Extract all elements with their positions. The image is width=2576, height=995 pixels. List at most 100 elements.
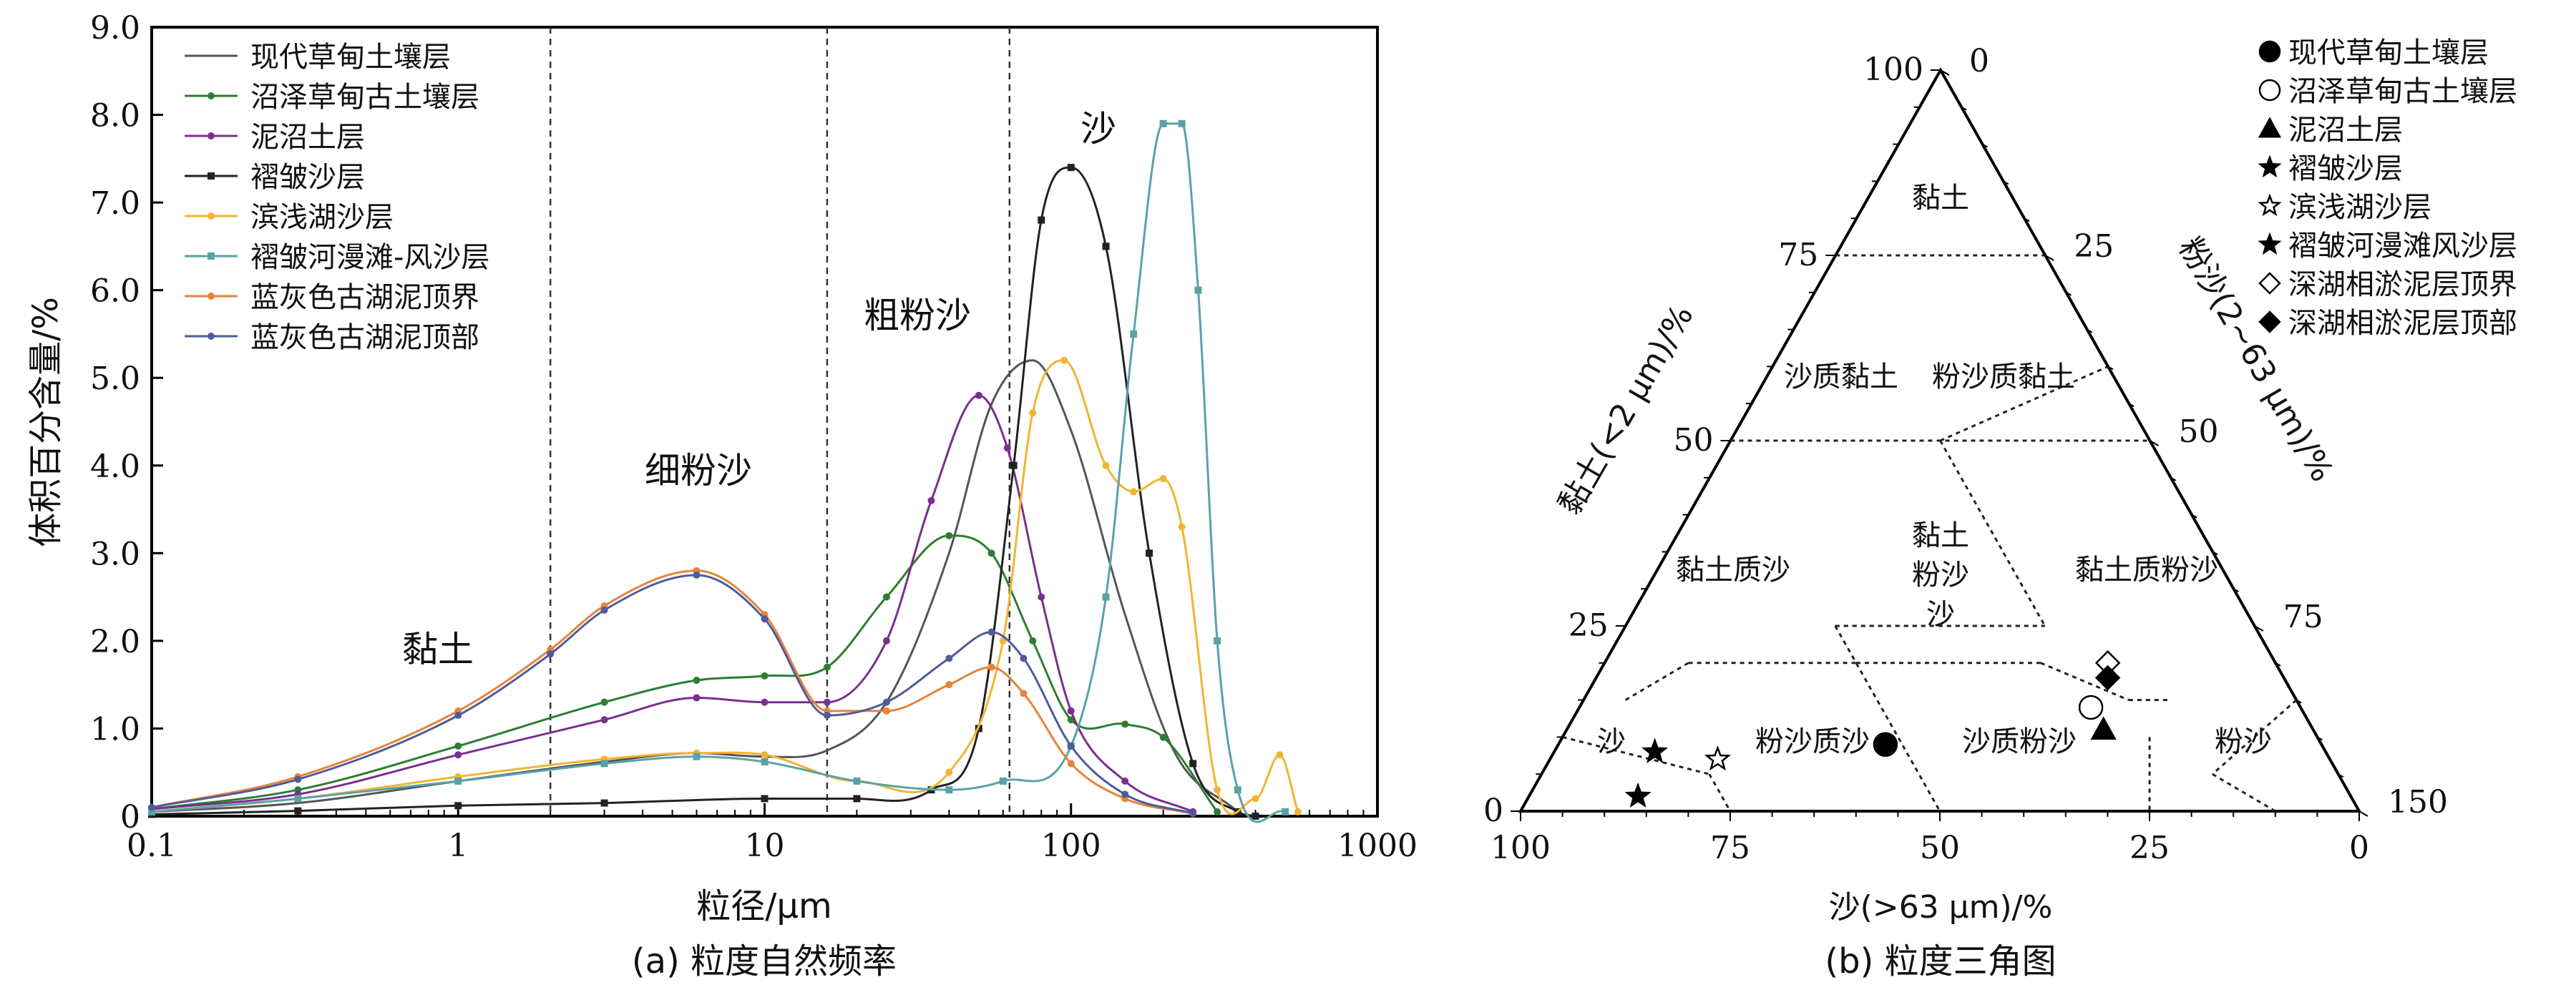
tick: [2087, 328, 2093, 333]
legend-label: 滨浅湖沙层: [250, 201, 394, 234]
series-line: [151, 166, 1256, 818]
x-tick-label: 10: [745, 828, 785, 864]
data-point: [761, 751, 769, 759]
data-point: [945, 531, 953, 539]
data-point: [1102, 242, 1110, 250]
data-point: [1178, 523, 1186, 531]
data-point: [693, 753, 701, 760]
data-point: [1214, 786, 1221, 794]
legend-marker: [208, 172, 215, 180]
data-point: [1214, 637, 1221, 644]
data-point: [882, 637, 890, 644]
region-label-fine-silt: 细粉沙: [645, 450, 752, 491]
left-axis-label: 黏土(<2 μm)/%: [1551, 299, 1701, 521]
y-tick-label: 8.0: [90, 98, 140, 134]
ternary-zone-lines: [1562, 254, 2298, 813]
series-line: [151, 534, 1219, 813]
series-1: [151, 359, 1239, 813]
zone-label-clay: 黏土: [1912, 182, 1969, 215]
data-point: [882, 698, 890, 706]
y-tick-label: 7.0: [90, 185, 140, 222]
data-point: [693, 571, 701, 579]
legend-label: 泥沼土层: [250, 121, 365, 154]
data-point: [547, 650, 555, 658]
tick: [2296, 699, 2302, 704]
region-label-coarse-silt: 粗粉沙: [864, 295, 971, 336]
data-point: [823, 712, 831, 720]
data-point: [1102, 461, 1110, 469]
data-point: [1189, 810, 1197, 818]
tick: [2358, 810, 2368, 817]
legend-marker: [2258, 117, 2282, 138]
zone-label-sand: 沙: [1597, 725, 1626, 758]
tick: [2128, 403, 2135, 408]
ternary-point: [1641, 737, 1669, 764]
legend-marker: [208, 132, 215, 139]
region-label-sand: 沙: [1080, 108, 1116, 150]
tick: [2044, 255, 2054, 261]
data-point: [1121, 777, 1129, 785]
bottom-tick-label: 50: [1920, 830, 1960, 866]
data-point: [1102, 593, 1110, 601]
legend-marker: [208, 253, 215, 260]
ternary-point: [1873, 732, 1898, 758]
legend-marker: [2258, 155, 2282, 178]
zone-boundary: [1939, 440, 2046, 627]
ternary-point: [1704, 745, 1732, 771]
legend-marker: [2258, 79, 2281, 102]
right-tick-label: 150: [2388, 784, 2448, 820]
y-tick-label: 4.0: [90, 449, 140, 485]
data-point: [1067, 164, 1075, 172]
zone-label-clay-silt-sand-2: 粉沙: [1912, 559, 1969, 592]
y-tick-label: 0: [120, 799, 140, 835]
legend-label: 蓝灰色古湖泥顶部: [250, 321, 479, 354]
data-point: [1067, 760, 1075, 768]
x-tick-label: 1000: [1337, 828, 1418, 864]
data-point: [882, 707, 890, 715]
data-point: [1234, 786, 1241, 794]
legend-marker: [2258, 193, 2282, 217]
legend-label: 现代草甸土壤层: [250, 41, 451, 74]
panel-a-frequency-chart: 0 1.0 2.0 3.0 4.0 5.0 6.0 7.0 8.0 9.0 0.1 1 10 100 10…: [26, 10, 1418, 981]
right-tick-label: 75: [2283, 599, 2323, 635]
data-point: [600, 760, 608, 768]
data-point: [1146, 549, 1153, 557]
legend-label: 沼泽草甸古土壤层: [250, 81, 479, 114]
legend-marker: [2258, 40, 2281, 63]
data-point: [1276, 751, 1284, 759]
boundary-lines: [549, 27, 1011, 816]
tick: [2024, 217, 2030, 222]
zone-boundary: [1708, 773, 1732, 812]
tick: [2107, 366, 2114, 371]
bottom-tick-label: 25: [2129, 830, 2170, 866]
data-point: [1038, 216, 1045, 224]
data-point: [1252, 795, 1259, 803]
tick: [2003, 180, 2009, 185]
y-tick-label: 3.0: [90, 536, 140, 572]
bottom-axis-label: 沙(>63 μm)/%: [1829, 889, 2053, 926]
legend-marker: [208, 293, 215, 300]
tick: [2275, 662, 2281, 667]
data-point: [1214, 808, 1221, 815]
y-tick-label: 2.0: [90, 624, 140, 660]
data-point: [987, 628, 995, 636]
tick: [2338, 773, 2344, 778]
left-tick-label: 75: [1778, 237, 1818, 273]
series-3: [148, 391, 1197, 815]
series-line: [151, 574, 1194, 815]
series-5: [148, 356, 1302, 815]
left-tick-label: 25: [1568, 607, 1609, 644]
data-point: [1121, 720, 1129, 728]
legend-label: 泥沼土层: [2288, 114, 2403, 147]
region-label-clay: 黏土: [402, 629, 474, 670]
data-point: [148, 808, 155, 815]
data-point: [693, 694, 701, 702]
caption-b: (b) 粒度三角图: [1825, 941, 2056, 981]
ternary-point: [2094, 665, 2121, 691]
zone-label-sandy-clay: 沙质黏土: [1784, 361, 1898, 393]
legend-label: 深湖相淤泥层顶界: [2288, 268, 2517, 301]
legend-marker: [208, 92, 215, 99]
data-point: [1159, 733, 1167, 741]
